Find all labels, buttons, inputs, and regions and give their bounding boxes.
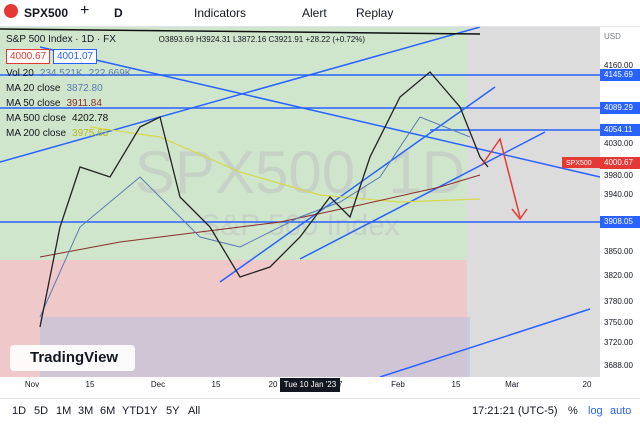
price-label: 3780.00 (604, 297, 633, 306)
legend-value: 4202.78 (72, 113, 109, 124)
ma-50 (39, 174, 481, 258)
arrow (481, 137, 521, 218)
legend-row: MA 200 close 3975.63 (6, 126, 365, 141)
price-label: 3850.00 (604, 247, 633, 256)
drawings (0, 27, 601, 378)
price-label: 3720.00 (604, 338, 633, 347)
range-button[interactable]: 5Y (166, 405, 180, 417)
time-label: 20 (583, 380, 592, 389)
time-label: 15 (452, 380, 461, 389)
legend-ohlc: O3893.69 H3924.31 L3872.16 C3921.91 +28.… (158, 35, 366, 44)
price-highlight: 4145.69 (604, 70, 633, 79)
legend-label: MA 20 close (6, 83, 61, 94)
arrow-head (511, 208, 528, 221)
legend-title: S&P 500 Index · 1D · FX (6, 34, 116, 45)
percent-toggle[interactable]: % (568, 405, 578, 417)
crosshair-label: Tue 10 Jan '23 (284, 380, 337, 389)
time-label: 15 (86, 380, 95, 389)
legend-value: 3975.63 (72, 128, 109, 139)
price-label: 4160.00 (604, 61, 633, 70)
legend-row: Vol 20 234.521K 222.669K (6, 66, 365, 81)
price-highlight: 4054.11 (604, 125, 633, 134)
chart: SPX500, 1D S&P 500 Index USD TradingView… (0, 27, 640, 399)
alert[interactable]: Alert (302, 6, 327, 20)
currency: USD (604, 32, 621, 41)
log-toggle[interactable]: log (588, 405, 603, 417)
range-button[interactable]: 1M (56, 405, 72, 417)
price-highlight-box (600, 69, 640, 81)
last-price: 4000.67 (604, 158, 633, 167)
legend-label: Vol 20 (6, 68, 34, 79)
price-label: 3980.00 (604, 171, 633, 180)
legend-value: 3911.84 (66, 98, 102, 109)
price-highlight-box (600, 124, 640, 136)
price-axis (600, 27, 640, 399)
legend-label: MA 200 close (6, 128, 67, 139)
symbol-tag-box (562, 157, 600, 168)
clock: 17:21:21 (UTC-5) (472, 405, 558, 417)
time-label: Feb (391, 380, 405, 389)
time-label: 15 (212, 380, 221, 389)
bottom-bar: 1D 5D 1M 3M 6M YTD 1Y 5Y All 17:21:21 (UTC-5)% log… (0, 398, 640, 425)
price-highlight: 4089.29 (604, 103, 633, 112)
replay[interactable]: Replay (356, 6, 394, 20)
last-price-box (600, 157, 640, 169)
interval[interactable]: D (114, 6, 123, 20)
logo: TradingView (30, 349, 118, 366)
symbol-icon (4, 4, 18, 18)
legend: S&P 500 Index · 1D · FX O3893.69 H3924.3… (6, 34, 365, 141)
range-button[interactable]: All (188, 405, 201, 417)
legend-row: MA 20 close 3872.80 (6, 81, 365, 96)
indicators[interactable]: Indicators (194, 6, 247, 20)
symbol[interactable]: SPX500 (24, 6, 69, 20)
legend-value: 234.521K (39, 68, 83, 79)
time-label: Dec (151, 380, 165, 389)
symbol-tag: SPX500 (566, 160, 592, 167)
profit-zone (0, 27, 467, 260)
legend-label: MA 500 close (6, 113, 67, 124)
price-highlight: 3908.05 (604, 217, 633, 226)
price-label: 3940.00 (604, 190, 633, 199)
range-button[interactable]: 5D (34, 405, 49, 417)
legend-row: MA 500 close 4202.78 (6, 111, 365, 126)
range-button[interactable]: 3M (78, 405, 94, 417)
legend-value: 222.669K (88, 68, 132, 79)
legend-label: MA 50 close (6, 98, 61, 109)
price (39, 71, 489, 328)
ma-20 (39, 116, 471, 318)
ask[interactable]: 4001.07 (52, 49, 98, 64)
range-button[interactable]: YTD (122, 405, 144, 417)
legend-value: 3872.80 (66, 83, 103, 94)
toolbar: SPX500 + D Indicators Alert Replay (0, 0, 640, 27)
range-button[interactable]: 6M (100, 405, 116, 417)
price-label: 3750.00 (604, 318, 633, 327)
range-button[interactable]: 1Y (144, 405, 158, 417)
price-highlight-box (600, 216, 640, 228)
crosshair-box (280, 378, 340, 392)
range-button[interactable]: 1D (12, 405, 27, 417)
price-label: 3820.00 (604, 271, 633, 280)
watermark: SPX500, 1D (135, 139, 465, 206)
price-label: 4030.00 (604, 139, 633, 148)
price-label: 3688.00 (604, 361, 633, 370)
ma-200 (89, 126, 481, 203)
time-label: Mar (505, 380, 519, 389)
logo-box (10, 345, 135, 371)
legend-rows: Vol 20 234.521K 222.669K MA 20 close 3872.80… (6, 66, 365, 141)
price-highlight-box (600, 102, 640, 114)
legend-row: MA 50 close 3911.84 (6, 96, 365, 111)
time-label: Nov (25, 380, 39, 389)
ma-500 (0, 28, 481, 35)
add-symbol[interactable]: + (80, 2, 90, 19)
auto-toggle[interactable]: auto (610, 405, 632, 417)
time-label: 20 (269, 380, 278, 389)
bid[interactable]: 4000.67 (6, 49, 51, 64)
